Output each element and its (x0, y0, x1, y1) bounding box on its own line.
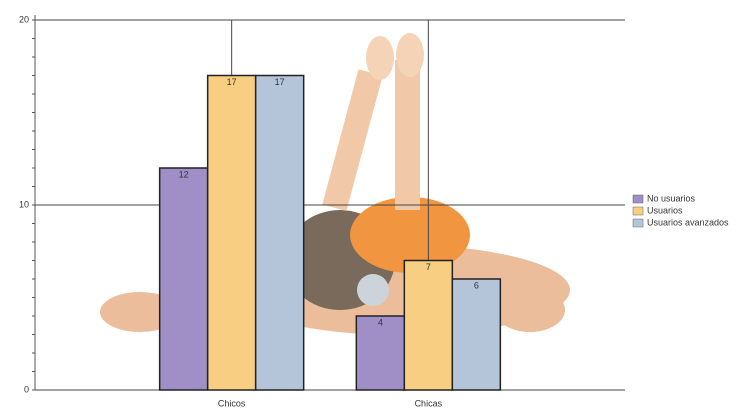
bar (355, 315, 406, 391)
legend-swatch (632, 206, 644, 216)
data-label: 6 (474, 280, 479, 290)
bar (158, 167, 209, 391)
legend-label: No usuarios (647, 193, 696, 203)
y-tick-label: 20 (19, 14, 29, 24)
bar (403, 259, 454, 391)
bar (254, 74, 305, 391)
y-tick-label: 0 (24, 384, 29, 394)
legend-swatch (632, 218, 644, 228)
x-tick-label: Chicos (218, 398, 246, 408)
x-tick-label: Chicas (415, 398, 443, 408)
data-label: 17 (227, 77, 237, 87)
legend-label: Usuarios (647, 205, 683, 215)
data-label: 4 (378, 317, 383, 327)
data-label: 12 (179, 169, 189, 179)
legend-swatch (632, 194, 644, 204)
y-tick-label: 10 (19, 199, 29, 209)
legend-label: Usuarios avanzados (647, 217, 729, 227)
data-label: 7 (426, 262, 431, 272)
bar (451, 278, 502, 391)
bar (206, 74, 257, 391)
data-label: 17 (275, 77, 285, 87)
